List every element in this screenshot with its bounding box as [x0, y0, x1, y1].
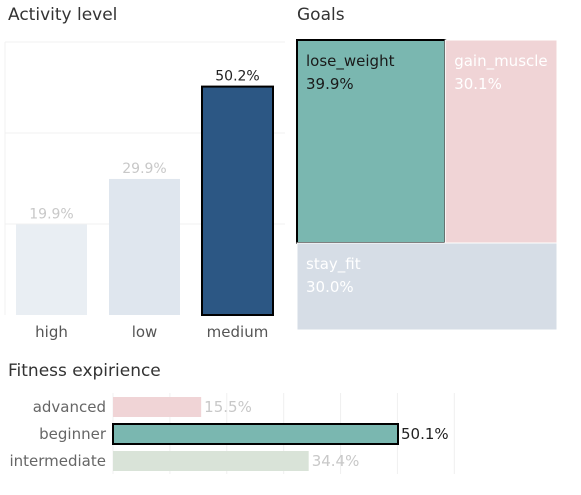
- goals-tile-name: lose_weight: [306, 52, 395, 71]
- activity-bar-high[interactable]: [16, 224, 87, 315]
- activity-category-label: high: [35, 323, 68, 341]
- fitness-category-label: beginner: [39, 425, 107, 443]
- activity-value-label: 29.9%: [122, 161, 166, 177]
- goals-tile-value: 39.9%: [306, 75, 354, 93]
- goals-title: Goals: [297, 5, 345, 25]
- fitness-value-label: 50.1%: [401, 425, 449, 443]
- fitness-experience-chart: advanced 15.5% beginner 50.1% intermediate 34…: [9, 393, 455, 474]
- goals-tile-stay_fit[interactable]: [296, 242, 558, 331]
- activity-bar-medium[interactable]: [201, 85, 274, 317]
- fitness-value-label: 34.4%: [312, 452, 360, 470]
- goals-tile-value: 30.0%: [306, 278, 354, 296]
- fitness-experience-title: Fitness expirience: [8, 361, 161, 381]
- goals-treemap: lose_weight 39.9% gain_muscle 30.1% stay_fit…: [296, 39, 558, 331]
- goals-tile-lose_weight[interactable]: [296, 39, 447, 244]
- activity-value-label: 50.2%: [215, 69, 259, 85]
- fitness-value-label: 15.5%: [204, 398, 252, 416]
- goals-tile-name: stay_fit: [306, 255, 361, 274]
- fitness-category-label: advanced: [33, 398, 106, 416]
- fitness-bar-intermediate[interactable]: [113, 451, 309, 471]
- fitness-bar-beginner[interactable]: [112, 423, 399, 445]
- fitness-category-label: intermediate: [9, 452, 106, 470]
- activity-level-title: Activity level: [8, 5, 118, 25]
- activity-value-label: 19.9%: [29, 206, 73, 222]
- goals-tile-value: 30.1%: [454, 75, 502, 93]
- goals-tile-gain_muscle[interactable]: [444, 39, 558, 244]
- activity-level-chart: 19.9% high 29.9% low 50.2% medium: [4, 41, 285, 341]
- fitness-bar-advanced[interactable]: [113, 397, 202, 417]
- activity-category-label: medium: [207, 323, 269, 341]
- activity-category-label: low: [132, 323, 158, 341]
- activity-bar-low[interactable]: [109, 178, 180, 315]
- goals-tile-name: gain_muscle: [454, 52, 547, 71]
